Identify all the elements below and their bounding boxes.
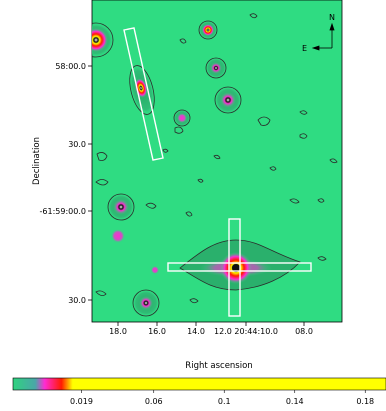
colorbar-tick-label: 0.06 <box>145 397 163 406</box>
slit-box-diagonal <box>123 27 164 161</box>
x-tick-label: 16.0 <box>148 327 166 336</box>
source-f <box>111 229 125 243</box>
y-tick-label: 58:00.0 <box>55 62 86 71</box>
image-panel: N E <box>91 0 343 323</box>
galaxy-central-nucleus <box>232 264 240 272</box>
compass-east-label: E <box>302 44 307 53</box>
source-e-core <box>113 199 129 215</box>
x-tick-label: 14.0 <box>187 327 205 336</box>
colorbar-tick-label: 0.14 <box>286 397 304 406</box>
y-axis-ticks: 58:00.0 30.0 -61:59:00.0 30.0 <box>40 62 92 305</box>
compass: N E <box>302 13 335 53</box>
x-axis-label: Right ascension <box>185 361 252 371</box>
slit-box-horizontal <box>167 262 312 272</box>
source-h <box>151 266 159 274</box>
source-top-left-core <box>92 28 108 52</box>
colorbar-tick-label: 0.019 <box>70 397 93 406</box>
source-c-core <box>220 92 236 108</box>
x-tick-label: 18.0 <box>109 327 127 336</box>
y-tick-label: 30.0 <box>68 296 86 305</box>
compass-north-label: N <box>329 13 335 22</box>
source-d-core <box>177 113 187 123</box>
y-tick-label: 30.0 <box>68 140 86 149</box>
colorbar-ticks: 0.019 0.06 0.1 0.14 0.18 <box>70 390 374 406</box>
sky-image <box>92 13 338 317</box>
x-tick-label: 12.0 20:44:10.0 <box>214 327 278 336</box>
y-tick-label: -61:59:00.0 <box>40 207 86 216</box>
x-tick-label: 08.0 <box>295 327 313 336</box>
colorbar-tick-label: 0.1 <box>218 397 231 406</box>
x-axis-ticks: 18.0 16.0 14.0 12.0 20:44:10.0 08.0 <box>109 322 313 336</box>
source-g-core <box>139 296 153 310</box>
colorbar-gradient <box>12 377 386 391</box>
y-axis-label: Declination <box>32 137 42 185</box>
colorbar: 0.019 0.06 0.1 0.14 0.18 <box>12 377 386 406</box>
slit-box-vertical <box>228 218 241 317</box>
source-b-core <box>210 62 222 74</box>
colorbar-tick-label: 0.18 <box>356 397 374 406</box>
source-a-core <box>202 24 214 36</box>
slit-boxes <box>123 27 312 317</box>
noise-contours <box>95 13 338 304</box>
